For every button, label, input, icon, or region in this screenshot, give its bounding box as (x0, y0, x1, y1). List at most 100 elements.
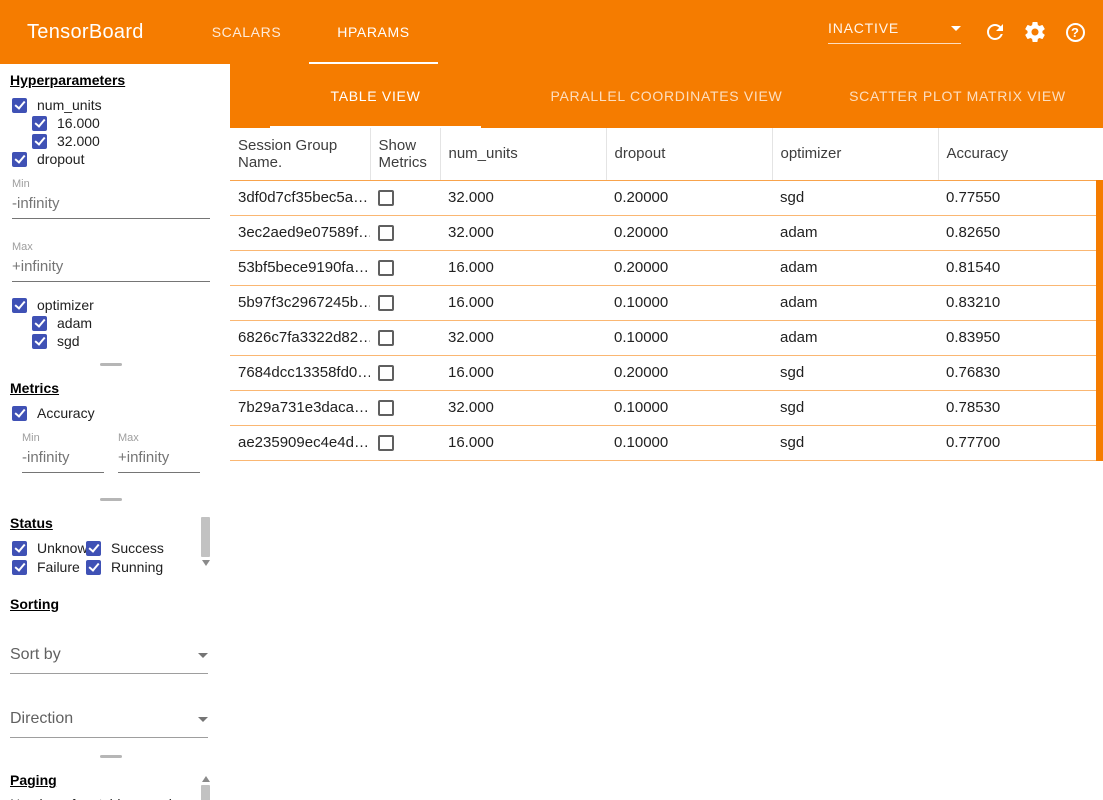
table-row[interactable]: 6826c7fa3322d82… 32.000 0.10000 adam 0.8… (230, 320, 1103, 355)
sidebar-resize-handle[interactable] (0, 356, 222, 372)
hyperparameters-section: Hyperparameters num_units 16.000 32.000 (0, 72, 222, 350)
accuracy-cell: 0.78530 (938, 390, 1103, 425)
accuracy-cell: 0.83950 (938, 320, 1103, 355)
checkbox-checked-icon[interactable] (12, 560, 27, 575)
checkbox-checked-icon[interactable] (86, 541, 101, 556)
min-input[interactable]: -infinity (12, 195, 210, 219)
num-units-cell: 16.000 (440, 355, 606, 390)
session-group-name: 3df0d7cf35bec5a… (230, 180, 370, 215)
max-input[interactable]: +infinity (118, 449, 200, 473)
sidebar-resize-handle[interactable] (0, 491, 222, 507)
table-row[interactable]: 5b97f3c2967245b… 16.000 0.10000 adam 0.8… (230, 285, 1103, 320)
checkbox-checked-icon[interactable] (32, 134, 47, 149)
help-button[interactable]: ? (1055, 12, 1095, 52)
checkbox-checked-icon[interactable] (12, 541, 27, 556)
max-input[interactable]: +infinity (12, 258, 210, 282)
column-header-dropout[interactable]: dropout (606, 128, 772, 180)
show-metrics-checkbox[interactable] (378, 190, 394, 206)
sidebar-resize-handle[interactable] (0, 748, 222, 764)
show-metrics-checkbox[interactable] (378, 435, 394, 451)
checkbox-checked-icon[interactable] (86, 560, 101, 575)
metrics-section: Metrics Accuracy Min -infinity Max +infi… (0, 380, 222, 473)
dropout-max-field: Max +infinity (12, 241, 210, 282)
top-nav-tabs: SCALARS HPARAMS (184, 0, 438, 64)
status-scrollbar[interactable] (201, 517, 210, 566)
sort-by-dropdown[interactable]: Sort by (10, 646, 208, 674)
show-metrics-checkbox[interactable] (378, 365, 394, 381)
column-header-optimizer[interactable]: optimizer (772, 128, 938, 180)
column-header-accuracy[interactable]: Accuracy (938, 128, 1103, 180)
refresh-button[interactable] (975, 12, 1015, 52)
scroll-down-icon[interactable] (202, 560, 210, 566)
show-metrics-checkbox[interactable] (378, 225, 394, 241)
optimizer-sgd-row[interactable]: sgd (32, 332, 222, 350)
hparam-value-16-row[interactable]: 16.000 (32, 114, 222, 132)
paging-scrollbar[interactable] (201, 776, 210, 800)
checkbox-checked-icon[interactable] (12, 298, 27, 313)
show-metrics-checkbox[interactable] (378, 295, 394, 311)
dropout-cell: 0.10000 (606, 320, 772, 355)
hparam-optimizer-row[interactable]: optimizer (12, 296, 222, 314)
column-header-session-group-name[interactable]: Session Group Name. (230, 128, 370, 180)
hparam-dropout-row[interactable]: dropout (12, 150, 222, 168)
scroll-up-icon[interactable] (202, 776, 210, 782)
tab-scatter-plot-matrix-view[interactable]: SCATTER PLOT MATRIX VIEW (812, 64, 1103, 128)
direction-dropdown[interactable]: Direction (10, 710, 208, 738)
checkbox-checked-icon[interactable] (32, 116, 47, 131)
paging-title: Paging (10, 772, 222, 788)
tab-table-view[interactable]: TABLE VIEW (230, 64, 521, 128)
table-row[interactable]: 3df0d7cf35bec5a… 32.000 0.20000 sgd 0.77… (230, 180, 1103, 215)
checkbox-checked-icon[interactable] (12, 152, 27, 167)
num-units-cell: 16.000 (440, 285, 606, 320)
status-unknown-row[interactable]: Unknown (12, 539, 86, 557)
table-row[interactable]: 53bf5bece9190fa… 16.000 0.20000 adam 0.8… (230, 250, 1103, 285)
checkbox-label: dropout (37, 151, 84, 167)
status-success-row[interactable]: Success (86, 539, 186, 557)
accuracy-cell: 0.77700 (938, 425, 1103, 460)
num-units-cell: 16.000 (440, 250, 606, 285)
table-row[interactable]: 7684dcc13358fd0… 16.000 0.20000 sgd 0.76… (230, 355, 1103, 390)
checkbox-checked-icon[interactable] (12, 406, 27, 421)
show-metrics-checkbox[interactable] (378, 400, 394, 416)
sidebar: Hyperparameters num_units 16.000 32.000 (0, 64, 222, 800)
show-metrics-checkbox[interactable] (378, 330, 394, 346)
column-header-show-metrics[interactable]: Show Metrics (370, 128, 440, 180)
tab-parallel-coordinates-view[interactable]: PARALLEL COORDINATES VIEW (521, 64, 812, 128)
main-panel: TABLE VIEW PARALLEL COORDINATES VIEW SCA… (230, 64, 1103, 800)
tab-hparams[interactable]: HPARAMS (309, 0, 437, 64)
optimizer-cell: sgd (772, 355, 938, 390)
hparam-value-32-row[interactable]: 32.000 (32, 132, 222, 150)
table-header-row: Session Group Name. Show Metrics num_uni… (230, 128, 1103, 180)
settings-button[interactable] (1015, 12, 1055, 52)
checkbox-checked-icon[interactable] (12, 98, 27, 113)
dropout-cell: 0.20000 (606, 215, 772, 250)
tab-scalars[interactable]: SCALARS (184, 0, 310, 64)
run-status-value: INACTIVE (828, 20, 899, 36)
app-title: TensorBoard (27, 21, 144, 44)
status-running-row[interactable]: Running (86, 558, 186, 576)
run-status-dropdown[interactable]: INACTIVE (828, 20, 961, 44)
scrollbar-thumb[interactable] (201, 517, 210, 557)
metric-accuracy-row[interactable]: Accuracy (12, 404, 222, 422)
table-right-scrollbar[interactable] (1096, 180, 1103, 461)
min-label: Min (22, 432, 104, 444)
status-section: Status Unknown Success Failure (0, 515, 222, 576)
status-failure-row[interactable]: Failure (12, 558, 86, 576)
gear-icon (1023, 20, 1047, 44)
min-input[interactable]: -infinity (22, 449, 104, 473)
hparam-num-units-row[interactable]: num_units (12, 96, 222, 114)
checkbox-label: optimizer (37, 297, 94, 313)
num-units-cell: 16.000 (440, 425, 606, 460)
checkbox-checked-icon[interactable] (32, 316, 47, 331)
scrollbar-thumb[interactable] (201, 785, 210, 800)
checkbox-label: Running (111, 559, 163, 575)
table-row[interactable]: 7b29a731e3daca… 32.000 0.10000 sgd 0.785… (230, 390, 1103, 425)
checkbox-checked-icon[interactable] (32, 334, 47, 349)
table-row[interactable]: ae235909ec4e4d… 16.000 0.10000 sgd 0.777… (230, 425, 1103, 460)
table-row[interactable]: 3ec2aed9e07589f… 32.000 0.20000 adam 0.8… (230, 215, 1103, 250)
show-metrics-checkbox[interactable] (378, 260, 394, 276)
optimizer-adam-row[interactable]: adam (32, 314, 222, 332)
dropout-cell: 0.20000 (606, 180, 772, 215)
checkbox-label: Failure (37, 559, 80, 575)
column-header-num-units[interactable]: num_units (440, 128, 606, 180)
